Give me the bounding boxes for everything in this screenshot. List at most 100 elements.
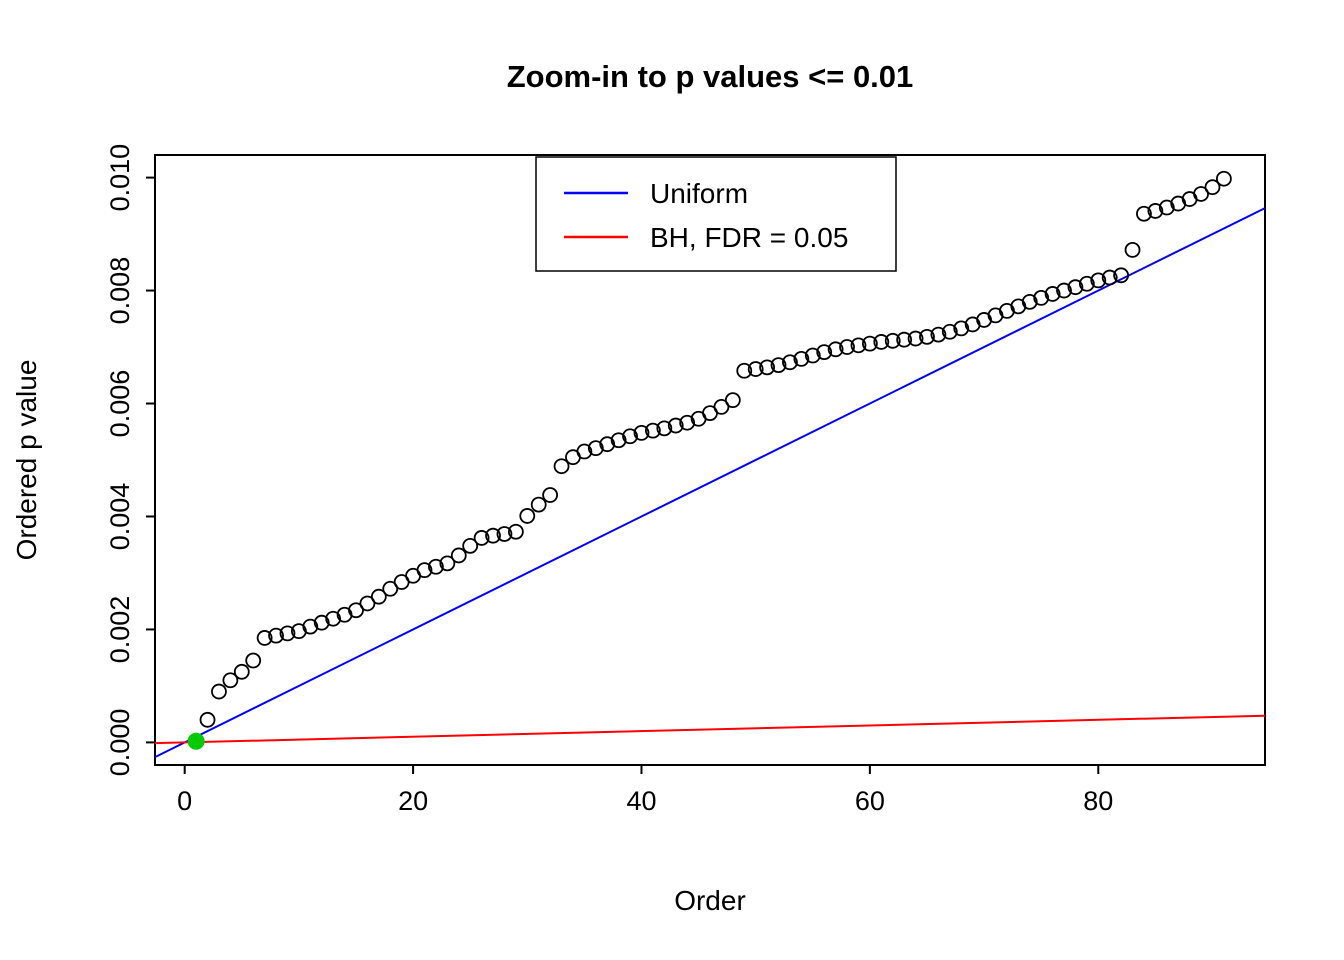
- data-point: [348, 602, 364, 619]
- data-point: [1136, 205, 1152, 222]
- data-point: [1090, 272, 1107, 289]
- data-point: [1056, 282, 1072, 299]
- data-point: [884, 332, 901, 349]
- x-tick-label: 40: [626, 786, 656, 816]
- data-point: [941, 323, 958, 340]
- data-point: [861, 335, 878, 352]
- data-point: [256, 630, 273, 646]
- y-tick-label: 0.008: [105, 257, 135, 325]
- data-point: [850, 337, 867, 354]
- chart-title: Zoom-in to p values <= 0.01: [507, 59, 914, 94]
- y-tick-label: 0.006: [105, 370, 135, 438]
- plot-region: 0 20 40 60 80 0.000 0.002 0.004 0.006 0.008 0.010: [105, 144, 1266, 816]
- data-point: [1113, 267, 1130, 284]
- data-point: [759, 359, 775, 376]
- data-point: [313, 614, 330, 631]
- data-point: [199, 711, 216, 728]
- x-tick-label: 60: [855, 786, 885, 816]
- x-tick-label: 20: [398, 786, 428, 816]
- data-point: [782, 354, 798, 371]
- data-point: [930, 326, 947, 343]
- data-point: [1078, 275, 1095, 292]
- y-tick-label: 0.004: [105, 483, 135, 551]
- data-point: [542, 487, 559, 503]
- legend: Uniform BH, FDR = 0.05: [535, 156, 897, 272]
- data-point: [370, 588, 387, 605]
- legend-label-bh: BH, FDR = 0.05: [650, 222, 848, 253]
- data-point: [919, 328, 935, 345]
- data-point: [907, 330, 924, 347]
- data-point: [587, 440, 604, 457]
- data-point: [1158, 199, 1175, 216]
- data-point: [713, 399, 730, 415]
- y-tick-label: 0.000: [105, 709, 135, 777]
- highlight-point: [187, 732, 205, 750]
- data-point: [416, 562, 433, 579]
- data-point: [325, 610, 342, 627]
- data-point: [1021, 293, 1038, 310]
- data-point: [724, 392, 741, 409]
- data-point: [645, 422, 661, 439]
- data-point: [359, 595, 376, 612]
- data-point: [622, 428, 638, 445]
- x-tick-label: 0: [177, 786, 192, 816]
- y-axis-label: Ordered p value: [11, 360, 42, 561]
- data-point: [599, 436, 616, 453]
- x-tick-label: 80: [1083, 786, 1113, 816]
- data-point: [839, 339, 855, 355]
- data-point: [736, 362, 753, 379]
- data-point: [633, 424, 650, 441]
- data-point: [656, 420, 673, 437]
- data-point: [1044, 286, 1061, 302]
- data-point: [428, 558, 444, 575]
- data-point: [268, 627, 284, 644]
- data-point: [211, 683, 227, 700]
- data-point: [747, 361, 764, 377]
- y-tick-label: 0.010: [105, 144, 135, 212]
- data-point: [873, 334, 890, 350]
- data-point: [816, 344, 833, 361]
- legend-label-uniform: Uniform: [650, 178, 748, 209]
- data-point: [1124, 241, 1141, 258]
- data-point: [222, 672, 239, 689]
- data-point: [507, 523, 524, 540]
- data-point: [519, 508, 536, 524]
- data-point: [462, 537, 479, 554]
- data-point: [1033, 289, 1050, 306]
- data-point: [1147, 203, 1164, 219]
- data-point: [553, 458, 570, 475]
- data-point: [450, 547, 467, 564]
- data-point: [610, 432, 627, 449]
- data-point: [485, 527, 501, 544]
- data-point: [439, 555, 456, 572]
- data-point: [382, 580, 399, 597]
- legend-box: [535, 156, 897, 272]
- data-point: [770, 357, 787, 374]
- data-point: [233, 663, 250, 680]
- x-axis-label: Order: [674, 885, 746, 916]
- data-point: [896, 331, 913, 348]
- data-point: [245, 652, 262, 669]
- data-point: [473, 530, 490, 546]
- data-point: [1067, 279, 1084, 296]
- data-point: [1193, 186, 1209, 202]
- data-point: [302, 618, 319, 635]
- plot-border: [154, 154, 1266, 766]
- data-point: [679, 414, 696, 431]
- bh-line: [154, 714, 1266, 745]
- data-point: [793, 350, 810, 367]
- uniform-line: [154, 207, 1266, 758]
- y-tick-label: 0.002: [105, 596, 135, 664]
- data-point: [953, 320, 970, 337]
- data-point: [804, 347, 821, 364]
- data-point: [667, 417, 684, 434]
- data-point: [1101, 269, 1118, 286]
- data-point: [1204, 179, 1221, 196]
- data-point: [530, 496, 547, 513]
- data-point: [1215, 170, 1232, 187]
- data-point: [496, 526, 513, 542]
- data-point: [279, 625, 296, 642]
- data-point: [576, 443, 593, 460]
